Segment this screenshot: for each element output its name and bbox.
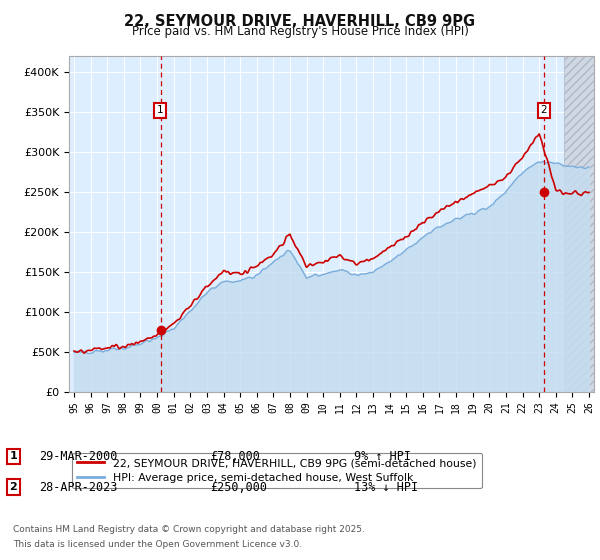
Legend: 22, SEYMOUR DRIVE, HAVERHILL, CB9 9PG (semi-detached house), HPI: Average price,: 22, SEYMOUR DRIVE, HAVERHILL, CB9 9PG (s…	[72, 453, 482, 488]
Bar	[564, 56, 598, 392]
Text: 22, SEYMOUR DRIVE, HAVERHILL, CB9 9PG: 22, SEYMOUR DRIVE, HAVERHILL, CB9 9PG	[124, 14, 476, 29]
Text: 28-APR-2023: 28-APR-2023	[39, 480, 118, 494]
Text: 2: 2	[10, 482, 17, 492]
Text: £78,000: £78,000	[210, 450, 260, 463]
Text: This data is licensed under the Open Government Licence v3.0.: This data is licensed under the Open Gov…	[13, 540, 302, 549]
Text: 9% ↑ HPI: 9% ↑ HPI	[354, 450, 411, 463]
Text: 2: 2	[541, 105, 547, 115]
Text: 29-MAR-2000: 29-MAR-2000	[39, 450, 118, 463]
Text: 1: 1	[157, 105, 164, 115]
Text: £250,000: £250,000	[210, 480, 267, 494]
Text: Price paid vs. HM Land Registry's House Price Index (HPI): Price paid vs. HM Land Registry's House …	[131, 25, 469, 38]
Text: Contains HM Land Registry data © Crown copyright and database right 2025.: Contains HM Land Registry data © Crown c…	[13, 525, 365, 534]
Text: 13% ↓ HPI: 13% ↓ HPI	[354, 480, 418, 494]
Text: 1: 1	[10, 451, 17, 461]
